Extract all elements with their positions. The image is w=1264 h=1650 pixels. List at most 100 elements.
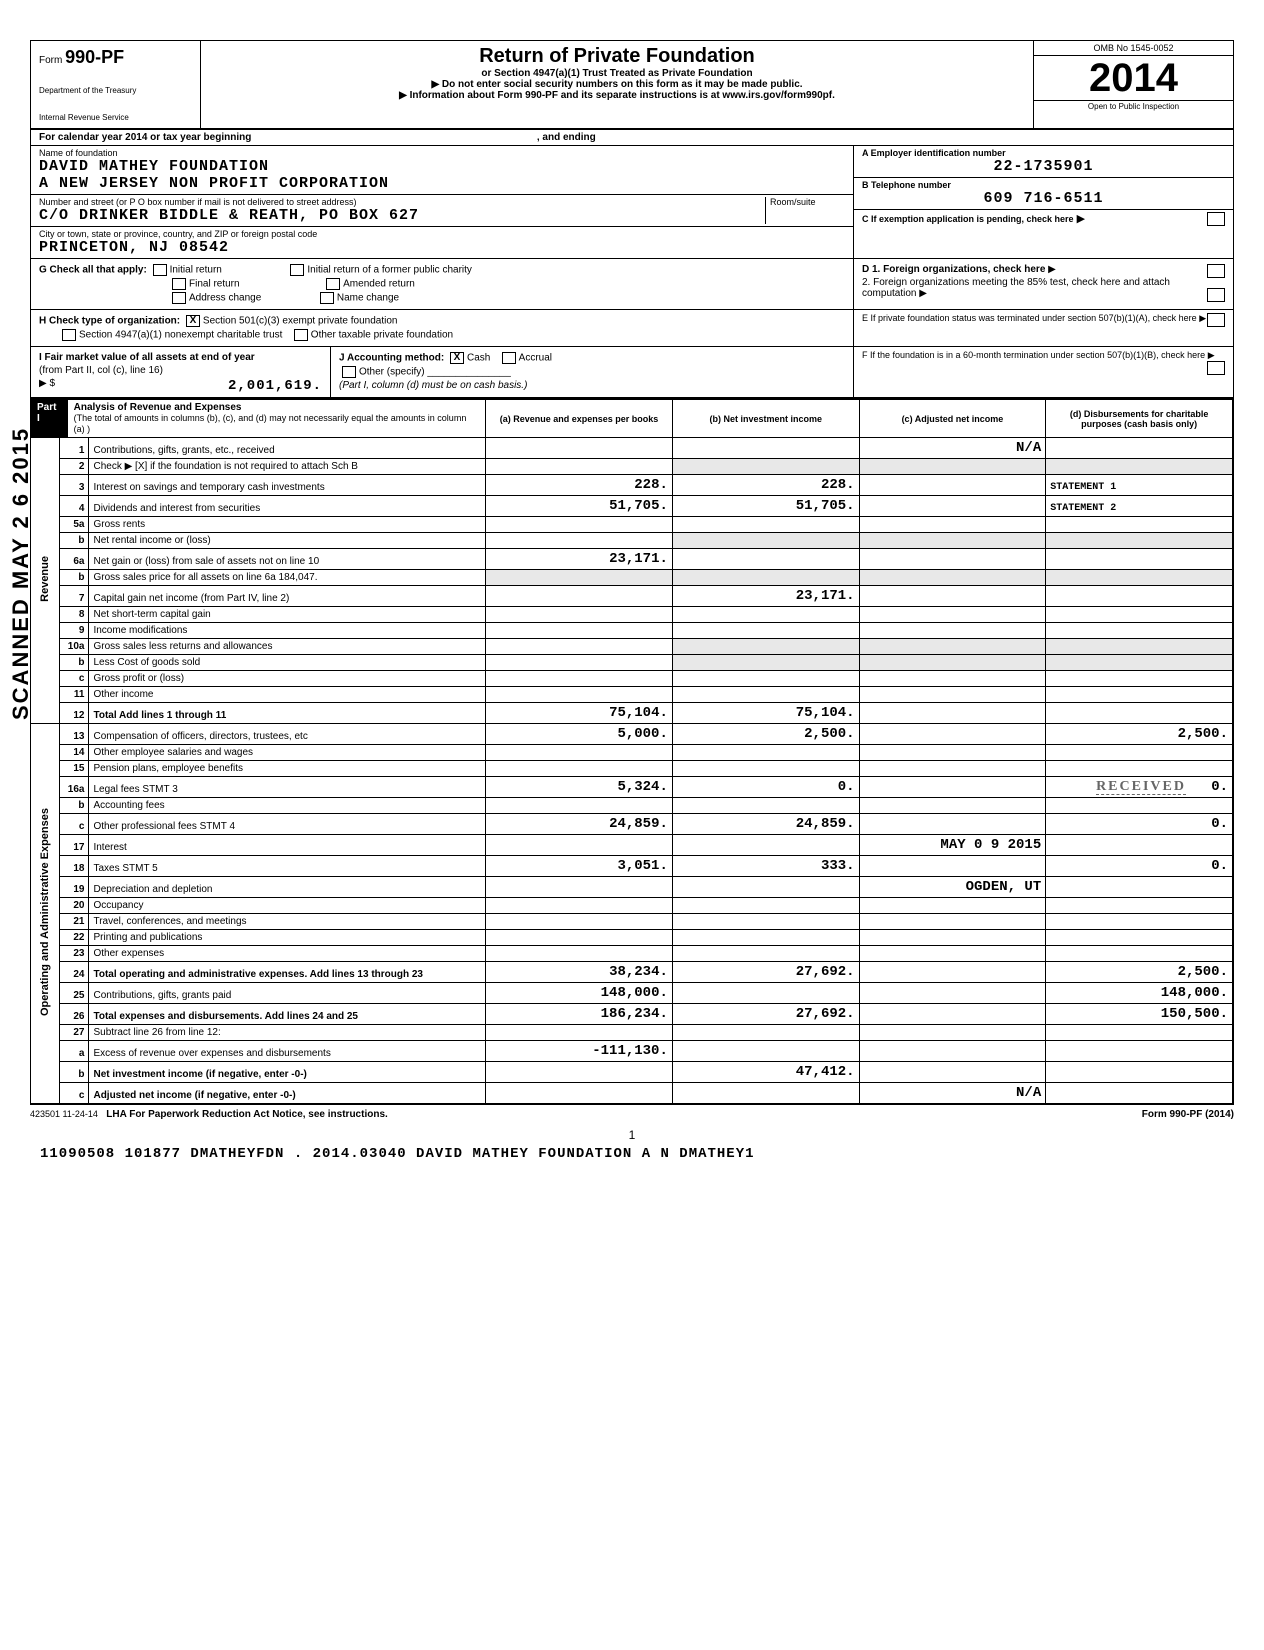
lbl-4947: Section 4947(a)(1) nonexempt charitable … xyxy=(79,330,282,341)
e-checkbox[interactable] xyxy=(1207,313,1225,327)
cell-a xyxy=(486,655,673,671)
cb-501c3[interactable]: X xyxy=(186,315,200,327)
cb-namechg[interactable] xyxy=(320,292,334,304)
i-sublabel: (from Part II, col (c), line 16) xyxy=(39,365,322,376)
f-checkbox[interactable] xyxy=(1207,361,1225,375)
cell-d xyxy=(1046,914,1233,930)
phone-value: 609 716-6511 xyxy=(862,190,1225,207)
cell-d xyxy=(1046,671,1233,687)
arrow-icon: ▶ xyxy=(1048,264,1056,275)
i-label: I Fair market value of all assets at end… xyxy=(39,352,255,363)
table-row: 6aNet gain or (loss) from sale of assets… xyxy=(31,549,1233,570)
table-row: 11Other income xyxy=(31,687,1233,703)
d2-checkbox[interactable] xyxy=(1207,288,1225,302)
cell-b xyxy=(672,930,859,946)
row-desc: Travel, conferences, and meetings xyxy=(89,914,486,930)
cb-amended[interactable] xyxy=(326,278,340,290)
row-number: b xyxy=(59,533,89,549)
cb-initial-former[interactable] xyxy=(290,264,304,276)
lha-notice: LHA For Paperwork Reduction Act Notice, … xyxy=(106,1109,388,1120)
cb-other-taxable[interactable] xyxy=(294,329,308,341)
table-row: bGross sales price for all assets on lin… xyxy=(31,570,1233,586)
lbl-initial-former: Initial return of a former public charit… xyxy=(307,265,472,276)
cb-other-method[interactable] xyxy=(342,366,356,378)
row-number: 9 xyxy=(59,623,89,639)
cell-b xyxy=(672,570,859,586)
cell-b: 27,692. xyxy=(672,1004,859,1025)
table-row: 18Taxes STMT 53,051.333.0. xyxy=(31,856,1233,877)
cb-initial[interactable] xyxy=(153,264,167,276)
ein-value: 22-1735901 xyxy=(862,158,1225,175)
cell-c xyxy=(859,1025,1046,1041)
row-number: b xyxy=(59,798,89,814)
table-row: bNet investment income (if negative, ent… xyxy=(31,1062,1233,1083)
cell-a: 51,705. xyxy=(486,496,673,517)
cb-final[interactable] xyxy=(172,278,186,290)
cell-c xyxy=(859,703,1046,724)
row-desc: Other professional fees STMT 4 xyxy=(89,814,486,835)
row-desc: Taxes STMT 5 xyxy=(89,856,486,877)
cell-a: 228. xyxy=(486,475,673,496)
col-d-header: (d) Disbursements for charitable purpose… xyxy=(1046,400,1233,438)
footer-code: 423501 11-24-14 xyxy=(30,1109,98,1119)
row-desc: Printing and publications xyxy=(89,930,486,946)
table-row: 25Contributions, gifts, grants paid148,0… xyxy=(31,983,1233,1004)
cell-c: OGDEN, UT xyxy=(859,877,1046,898)
cell-b: 333. xyxy=(672,856,859,877)
col-a-header: (a) Revenue and expenses per books xyxy=(486,400,673,438)
row-number: 24 xyxy=(59,962,89,983)
cell-b: 23,171. xyxy=(672,586,859,607)
cb-4947[interactable] xyxy=(62,329,76,341)
cb-cash[interactable]: X xyxy=(450,352,464,364)
form-ref: Form 990-PF (2014) xyxy=(1142,1109,1234,1120)
city-state-zip: PRINCETON, NJ 08542 xyxy=(39,239,845,256)
row-desc: Subtract line 26 from line 12: xyxy=(89,1025,486,1041)
phone-label: B Telephone number xyxy=(862,180,1225,190)
cell-c xyxy=(859,745,1046,761)
cell-b xyxy=(672,438,859,459)
cell-a xyxy=(486,586,673,607)
d-block: D 1. Foreign organizations, check here ▶… xyxy=(853,259,1233,309)
row-number: 6a xyxy=(59,549,89,570)
cell-b xyxy=(672,914,859,930)
cell-b xyxy=(672,639,859,655)
cell-b xyxy=(672,517,859,533)
d1-checkbox[interactable] xyxy=(1207,264,1225,278)
entity-block: Name of foundation DAVID MATHEY FOUNDATI… xyxy=(31,146,1233,259)
cb-accrual[interactable] xyxy=(502,352,516,364)
table-row: aExcess of revenue over expenses and dis… xyxy=(31,1041,1233,1062)
cell-b xyxy=(672,533,859,549)
cell-b xyxy=(672,983,859,1004)
cell-b: 0. xyxy=(672,777,859,798)
c-checkbox[interactable] xyxy=(1207,212,1225,226)
cell-c xyxy=(859,962,1046,983)
row-desc: Total operating and administrative expen… xyxy=(89,962,486,983)
cell-c xyxy=(859,724,1046,745)
cell-c xyxy=(859,946,1046,962)
ssn-warning: Do not enter social security numbers on … xyxy=(209,79,1025,90)
cell-a xyxy=(486,946,673,962)
cell-d xyxy=(1046,623,1233,639)
row-desc: Compensation of officers, directors, tru… xyxy=(89,724,486,745)
table-row: 3Interest on savings and temporary cash … xyxy=(31,475,1233,496)
row-desc: Net investment income (if negative, ente… xyxy=(89,1062,486,1083)
table-row: 21Travel, conferences, and meetings xyxy=(31,914,1233,930)
cell-d: STATEMENT 1 xyxy=(1046,475,1233,496)
row-desc: Less Cost of goods sold xyxy=(89,655,486,671)
cb-address[interactable] xyxy=(172,292,186,304)
cell-d xyxy=(1046,877,1233,898)
arrow-icon: ▶ xyxy=(1077,213,1085,225)
cell-d xyxy=(1046,1041,1233,1062)
row-desc: Accounting fees xyxy=(89,798,486,814)
cell-c xyxy=(859,1004,1046,1025)
e-label: E If private foundation status was termi… xyxy=(862,313,1197,323)
cell-c xyxy=(859,639,1046,655)
row-desc: Contributions, gifts, grants paid xyxy=(89,983,486,1004)
table-row: 23Other expenses xyxy=(31,946,1233,962)
entity-left: Name of foundation DAVID MATHEY FOUNDATI… xyxy=(31,146,853,258)
cell-d xyxy=(1046,703,1233,724)
cell-a xyxy=(486,898,673,914)
row-number: b xyxy=(59,570,89,586)
form-title: Return of Private Foundation xyxy=(209,45,1025,68)
cell-a xyxy=(486,1083,673,1104)
